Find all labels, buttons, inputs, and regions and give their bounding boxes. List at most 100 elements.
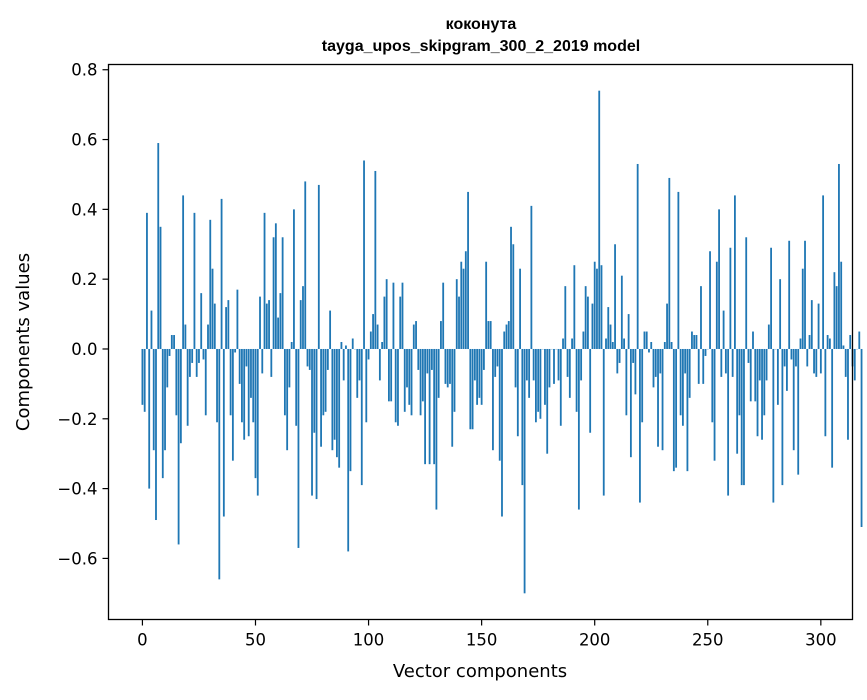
bar-176 [540, 349, 542, 419]
bar-295 [809, 335, 811, 349]
bar-24 [196, 349, 198, 377]
bar-297 [813, 349, 815, 373]
bar-166 [517, 349, 519, 436]
bar-72 [304, 181, 306, 349]
x-tick-label-4: 200 [579, 631, 611, 650]
y-tick-label-3: 0.0 [71, 340, 97, 359]
bar-244 [693, 335, 695, 349]
bar-160 [503, 332, 505, 349]
bar-310 [843, 345, 845, 348]
bar-53 [261, 349, 263, 373]
bar-254 [716, 262, 718, 349]
x-tick-label-3: 150 [466, 631, 498, 650]
bar-61 [279, 293, 281, 349]
y-axis-label: Components values [13, 253, 34, 431]
bar-10 [164, 349, 166, 450]
bar-157 [497, 349, 499, 366]
bar-16 [178, 349, 180, 544]
bar-33 [216, 349, 218, 422]
bar-276 [766, 349, 768, 380]
bar-162 [508, 321, 510, 349]
bar-62 [282, 237, 284, 349]
bar-30 [209, 220, 211, 349]
bar-117 [406, 349, 408, 387]
bar-220 [639, 349, 641, 503]
bar-154 [490, 321, 492, 349]
bar-245 [696, 335, 698, 349]
bar-43 [239, 349, 241, 384]
bar-73 [307, 349, 309, 366]
bar-47 [248, 349, 250, 436]
bar-216 [630, 349, 632, 457]
bar-143 [465, 251, 467, 349]
bar-7 [157, 143, 159, 349]
bar-210 [616, 349, 618, 373]
bar-149 [478, 349, 480, 398]
bar-32 [214, 304, 216, 349]
bar-106 [381, 342, 383, 349]
bar-81 [325, 349, 327, 412]
bar-11 [166, 349, 168, 387]
bar-118 [408, 349, 410, 405]
bar-35 [221, 199, 223, 349]
bar-236 [675, 349, 677, 468]
bar-274 [761, 349, 763, 440]
bar-19 [184, 325, 186, 349]
bar-97 [361, 349, 363, 485]
bar-25 [198, 349, 200, 363]
bar-257 [723, 311, 725, 349]
bar-205 [605, 339, 607, 349]
bar-17 [180, 349, 182, 443]
bar-77 [316, 349, 318, 499]
bar-218 [635, 349, 637, 394]
chart-subtitle: tayga_upos_skipgram_300_2_2019 model [322, 38, 640, 55]
y-tick-label-6: 0.6 [71, 131, 97, 150]
bar-23 [194, 213, 196, 349]
bar-196 [585, 286, 587, 349]
bar-13 [171, 335, 173, 349]
bar-262 [734, 195, 736, 349]
bar-315 [854, 349, 856, 380]
bar-246 [698, 349, 700, 384]
bar-214 [625, 349, 627, 415]
bar-211 [619, 349, 621, 363]
bar-194 [580, 349, 582, 380]
bar-267 [745, 237, 747, 349]
bar-170 [526, 349, 528, 380]
y-tick-label-4: 0.2 [71, 270, 97, 289]
bar-135 [447, 349, 449, 387]
bar-76 [313, 349, 315, 433]
bar-137 [451, 349, 453, 447]
bar-128 [431, 349, 433, 370]
bar-239 [682, 349, 684, 426]
bar-268 [748, 349, 750, 363]
bar-207 [610, 325, 612, 349]
bar-103 [374, 171, 376, 349]
bar-1 [144, 349, 146, 412]
bar-125 [424, 349, 426, 464]
bar-235 [673, 349, 675, 471]
bar-318 [861, 349, 863, 527]
bar-147 [474, 349, 476, 380]
bar-175 [537, 349, 539, 412]
bar-110 [390, 349, 392, 401]
bar-108 [386, 279, 388, 349]
bar-288 [793, 349, 795, 450]
bar-0 [142, 349, 144, 405]
bar-172 [530, 206, 532, 349]
bar-237 [677, 192, 679, 349]
bar-41 [234, 349, 236, 352]
bar-303 [827, 335, 829, 349]
bar-282 [779, 279, 781, 349]
bar-92 [350, 349, 352, 471]
bar-28 [205, 349, 207, 415]
bar-291 [800, 339, 802, 349]
bar-249 [705, 349, 707, 356]
bar-52 [259, 297, 261, 349]
bar-278 [770, 248, 772, 349]
bar-96 [359, 349, 361, 380]
bar-159 [501, 349, 503, 517]
bar-87 [338, 349, 340, 468]
bar-317 [858, 332, 860, 349]
